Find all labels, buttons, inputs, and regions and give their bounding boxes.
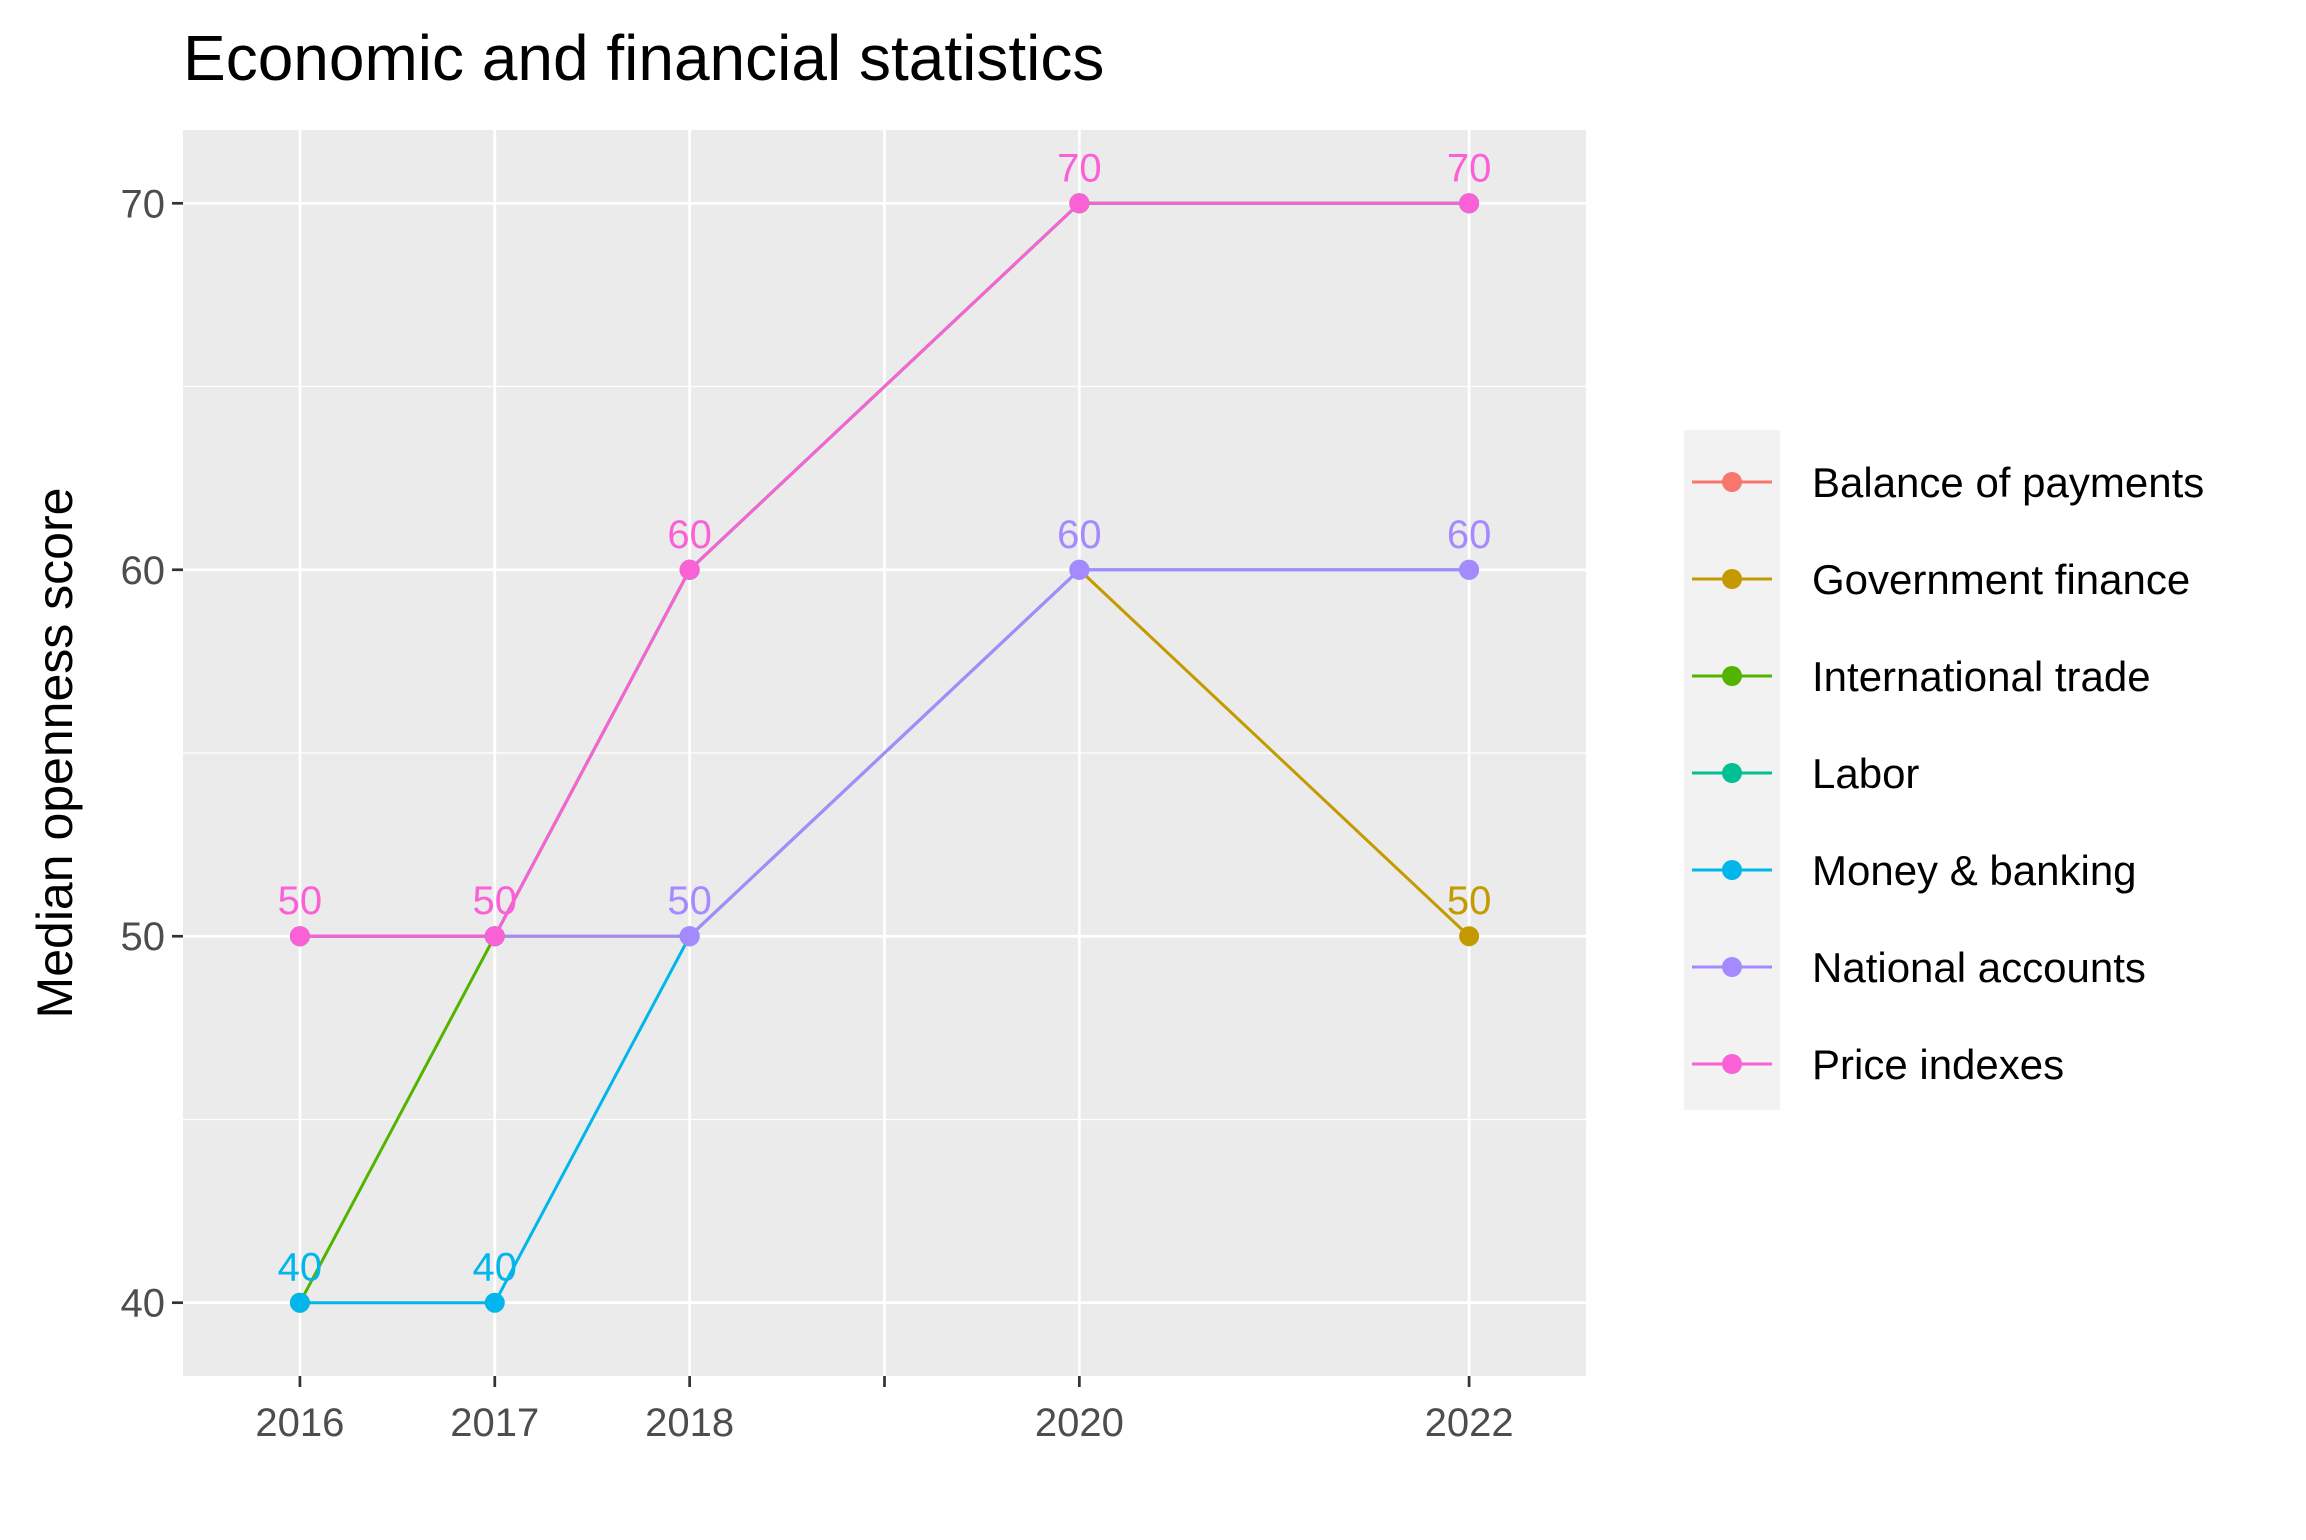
- y-tick-label: 70: [121, 182, 166, 226]
- data-label: 60: [1447, 513, 1492, 557]
- legend-key-point: [1722, 957, 1742, 977]
- data-label: 70: [1057, 146, 1102, 190]
- y-axis: 40 50 60 70: [121, 182, 183, 1326]
- data-labels: 50 40 40 50 60 60 50 50 60 70 70: [278, 146, 1492, 1289]
- data-label: 40: [473, 1246, 518, 1290]
- legend-label: International trade: [1812, 653, 2151, 700]
- data-point: [1459, 926, 1480, 947]
- chart-title: Economic and financial statistics: [183, 22, 1104, 94]
- x-tick-label: 2022: [1425, 1401, 1514, 1445]
- legend-label: Balance of payments: [1812, 459, 2204, 506]
- legend-key-point: [1722, 569, 1742, 589]
- legend-label: Government finance: [1812, 556, 2190, 603]
- data-label: 70: [1447, 146, 1492, 190]
- series-points: [289, 193, 1480, 1313]
- y-tick-label: 50: [121, 915, 166, 959]
- data-point: [679, 926, 700, 947]
- data-label: 50: [1447, 879, 1492, 923]
- y-tick-label: 40: [121, 1282, 166, 1326]
- data-label: 40: [278, 1246, 323, 1290]
- legend-label: Labor: [1812, 750, 1919, 797]
- data-point: [679, 559, 700, 580]
- legend-label: National accounts: [1812, 944, 2146, 991]
- data-label: 60: [1057, 513, 1102, 557]
- data-point: [289, 1292, 310, 1313]
- y-axis-title: Median openness score: [27, 488, 83, 1019]
- legend: Balance of payments Government finance Int…: [1684, 430, 2204, 1110]
- data-label: 50: [667, 879, 712, 923]
- data-point: [484, 1292, 505, 1313]
- legend-label: Money & banking: [1812, 847, 2137, 894]
- data-point: [289, 926, 310, 947]
- data-label: 60: [667, 513, 712, 557]
- x-tick-label: 2018: [645, 1401, 734, 1445]
- x-tick-label: 2016: [255, 1401, 344, 1445]
- legend-key-point: [1722, 1054, 1742, 1074]
- x-tick-label: 2017: [450, 1401, 539, 1445]
- legend-label: Price indexes: [1812, 1041, 2064, 1088]
- y-tick-label: 60: [121, 549, 166, 593]
- data-point: [1459, 559, 1480, 580]
- legend-key-point: [1722, 860, 1742, 880]
- legend-key-point: [1722, 472, 1742, 492]
- legend-key-point: [1722, 666, 1742, 686]
- data-point: [1069, 559, 1090, 580]
- legend-key-point: [1722, 763, 1742, 783]
- data-point: [1459, 193, 1480, 214]
- x-tick-label: 2020: [1035, 1401, 1124, 1445]
- data-point: [1069, 193, 1090, 214]
- data-label: 50: [473, 879, 518, 923]
- x-axis: 2016 2017 2018 2020 2022: [255, 1376, 1514, 1445]
- data-label: 50: [278, 879, 323, 923]
- data-point: [484, 926, 505, 947]
